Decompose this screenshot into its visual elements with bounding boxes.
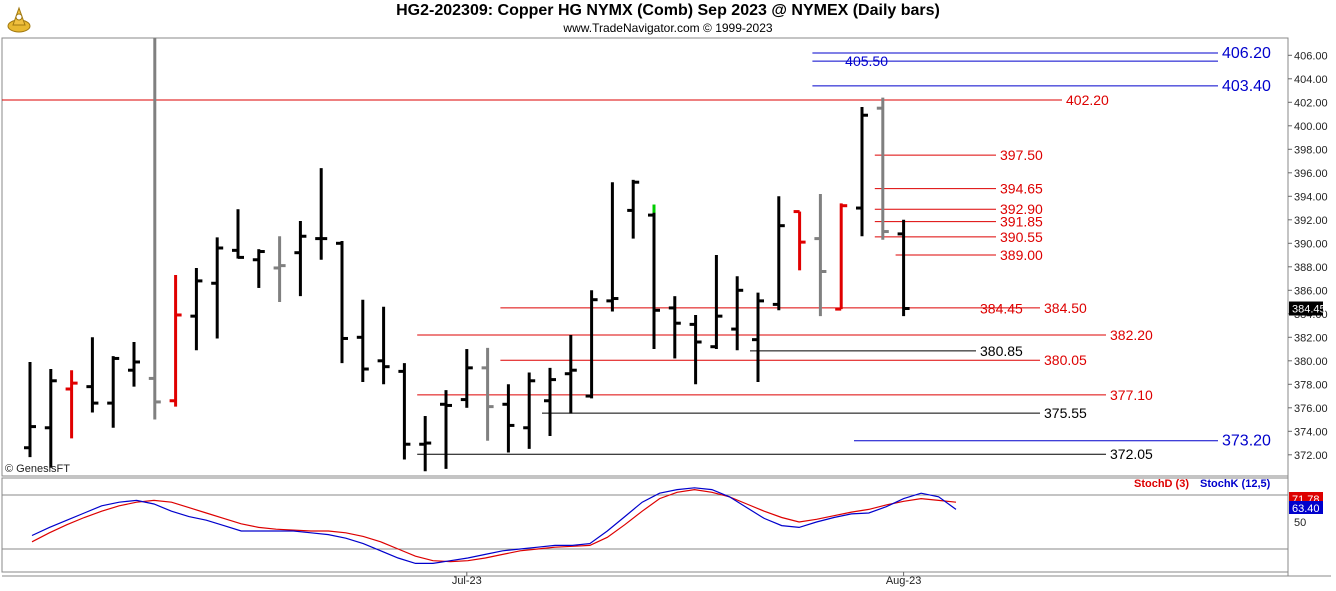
x-tick-label: Jul-23 xyxy=(452,575,482,587)
level-label-390.55: 390.55 xyxy=(1000,229,1043,245)
level-label-384.50: 384.50 xyxy=(1044,300,1087,316)
stoch-legend-label: StochK (12,5) xyxy=(1200,478,1271,490)
level-label-382.20: 382.20 xyxy=(1110,327,1153,343)
stoch-value-label: 63.40 xyxy=(1292,503,1320,515)
y-tick-label: 378.00 xyxy=(1294,379,1328,391)
y-tick-label: 386.00 xyxy=(1294,285,1328,297)
y-tick-label: 396.00 xyxy=(1294,168,1328,180)
y-tick-label: 372.00 xyxy=(1294,450,1328,462)
stoch-legend-label: StochD (3) xyxy=(1134,478,1189,490)
chart-header: HG2-202309: Copper HG NYMX (Comb) Sep 20… xyxy=(0,0,1336,37)
level-label-394.65: 394.65 xyxy=(1000,181,1043,197)
level-label-375.55: 375.55 xyxy=(1044,405,1087,421)
stoch-series-line xyxy=(31,488,957,563)
stoch-value-badge xyxy=(1289,501,1323,514)
y-tick-label: 380.00 xyxy=(1294,356,1328,368)
level-label-406.20: 406.20 xyxy=(1222,45,1271,62)
y-tick-label: 374.00 xyxy=(1294,426,1328,438)
y-tick-label: 376.00 xyxy=(1294,403,1328,415)
y-tick-label: 398.00 xyxy=(1294,144,1328,156)
level-label-391.85: 391.85 xyxy=(1000,214,1043,230)
chart-subtitle: www.TradeNavigator.com © 1999-2023 xyxy=(563,21,773,35)
genesis-logo-icon xyxy=(3,4,35,34)
y-tick-label: 390.00 xyxy=(1294,238,1328,250)
level-label-392.90: 392.90 xyxy=(1000,201,1043,217)
chart-title: HG2-202309: Copper HG NYMX (Comb) Sep 20… xyxy=(396,2,940,19)
last-price-label: 384.45 xyxy=(1292,304,1326,316)
y-tick-label: 406.00 xyxy=(1294,50,1328,62)
level-label-384.45: 384.45 xyxy=(980,301,1023,317)
stochastic-panel-frame xyxy=(1,477,1289,573)
watermark-text: © GenesisFT xyxy=(5,463,70,475)
y-tick-label: 394.00 xyxy=(1294,191,1328,203)
level-label-380.05: 380.05 xyxy=(1044,352,1087,368)
x-tick-label: Aug-23 xyxy=(886,575,921,587)
y-tick-label: 404.00 xyxy=(1294,74,1328,86)
stoch-tick-label: 50 xyxy=(1294,517,1306,529)
y-tick-label: 382.00 xyxy=(1294,332,1328,344)
level-label-402.20: 402.20 xyxy=(1066,92,1109,108)
y-tick-label: 388.00 xyxy=(1294,262,1328,274)
level-label-397.50: 397.50 xyxy=(1000,147,1043,163)
level-label-377.10: 377.10 xyxy=(1110,387,1153,403)
level-label-380.85: 380.85 xyxy=(980,343,1023,359)
level-label-389.00: 389.00 xyxy=(1000,247,1043,263)
level-label-372.05: 372.05 xyxy=(1110,446,1153,462)
y-tick-label: 392.00 xyxy=(1294,215,1328,227)
level-label-405.50: 405.50 xyxy=(845,53,888,69)
level-label-403.40: 403.40 xyxy=(1222,78,1271,95)
y-tick-label: 400.00 xyxy=(1294,121,1328,133)
stoch-series-line xyxy=(31,487,957,565)
y-tick-label: 402.00 xyxy=(1294,97,1328,109)
last-price-badge xyxy=(1289,301,1323,316)
level-label-373.20: 373.20 xyxy=(1222,433,1271,450)
